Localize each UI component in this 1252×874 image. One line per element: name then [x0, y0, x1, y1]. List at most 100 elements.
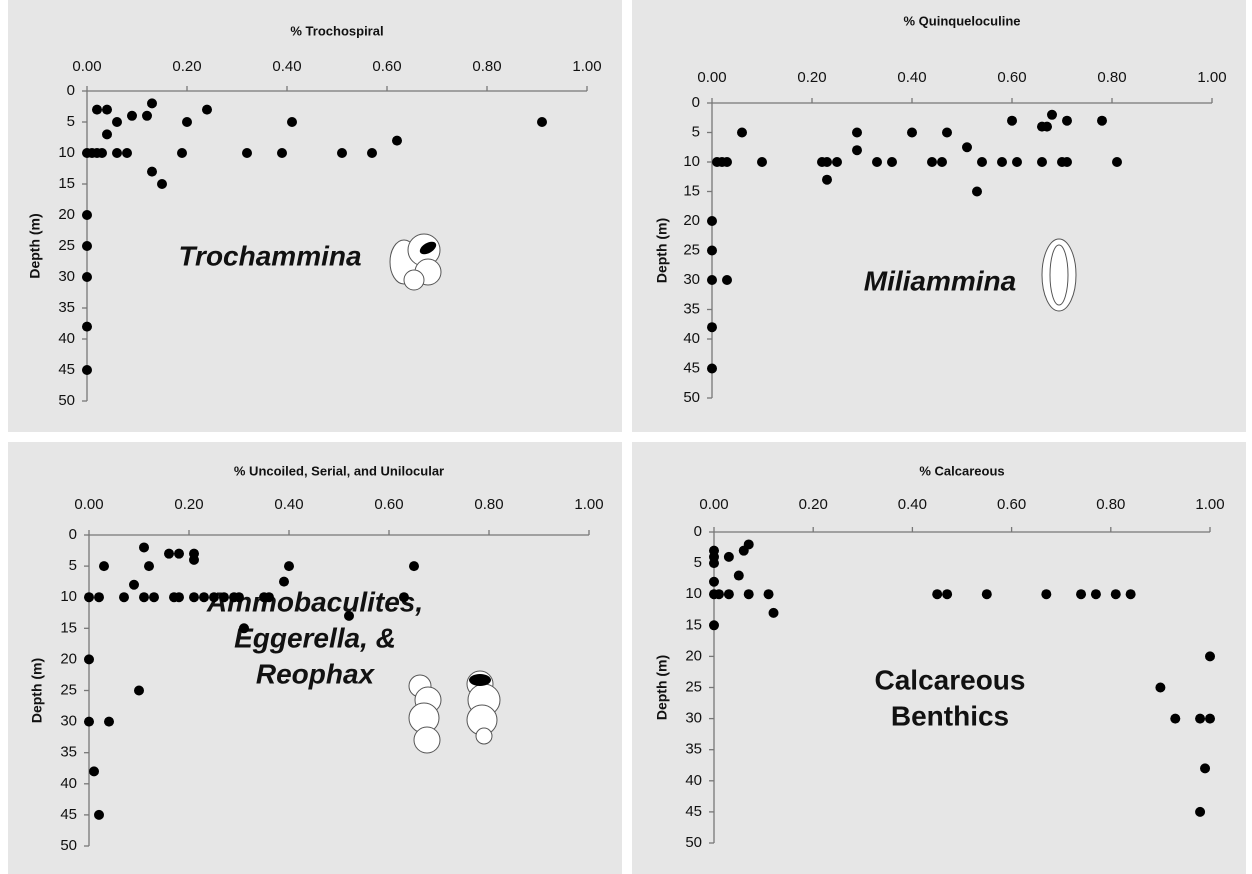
x-tick-label: 0.00: [697, 69, 726, 86]
data-point: [707, 216, 717, 226]
x-tick-label: 0.40: [897, 69, 926, 86]
x-tick-label: 0.20: [797, 69, 826, 86]
x-tick-label: 0.60: [372, 58, 401, 75]
y-tick-label: 0: [67, 82, 75, 99]
data-point: [84, 654, 94, 664]
data-point: [907, 128, 917, 138]
x-tick-label: 1.00: [572, 58, 601, 75]
chart-title: % Uncoiled, Serial, and Unilocular: [234, 463, 444, 478]
data-point: [707, 322, 717, 332]
x-tick-label: 0.60: [997, 69, 1026, 86]
data-point: [189, 555, 199, 565]
data-point: [1112, 157, 1122, 167]
data-point: [82, 272, 92, 282]
y-tick-label: 5: [69, 557, 77, 574]
y-tick-label: 40: [60, 775, 77, 792]
y-tick-label: 25: [685, 678, 702, 695]
data-point: [962, 142, 972, 152]
data-point: [1037, 157, 1047, 167]
data-point: [927, 157, 937, 167]
foram-icon: [390, 234, 441, 290]
data-point: [264, 592, 274, 602]
data-point: [744, 539, 754, 549]
data-point: [822, 157, 832, 167]
y-axis-label: Depth (m): [654, 655, 670, 720]
y-tick-label: 5: [67, 113, 75, 130]
x-tick-label: 1.00: [574, 496, 603, 513]
data-point: [1097, 116, 1107, 126]
figure: % TrochospiralDepth (m)0.000.200.400.600…: [0, 0, 1252, 874]
data-point: [769, 608, 779, 618]
data-point: [242, 148, 252, 158]
chart-title: % Calcareous: [919, 463, 1004, 478]
chart-title: % Quinqueloculine: [903, 13, 1020, 28]
y-tick-label: 50: [685, 834, 702, 851]
y-tick-label: 35: [683, 300, 700, 317]
data-point: [149, 592, 159, 602]
y-tick-label: 50: [683, 389, 700, 406]
data-point: [399, 592, 409, 602]
data-point: [1007, 116, 1017, 126]
data-point: [942, 589, 952, 599]
y-tick-label: 0: [692, 94, 700, 111]
panel-bg: [632, 0, 1246, 432]
annotation: Trochammina: [178, 240, 361, 271]
y-tick-label: 0: [69, 526, 77, 543]
data-point: [102, 105, 112, 115]
data-point: [832, 157, 842, 167]
x-tick-label: 0.20: [799, 496, 828, 513]
y-tick-label: 15: [58, 175, 75, 192]
data-point: [129, 580, 139, 590]
data-point: [82, 322, 92, 332]
data-point: [284, 561, 294, 571]
data-point: [1076, 589, 1086, 599]
data-point: [367, 148, 377, 158]
data-point: [239, 623, 249, 633]
annotation: Benthics: [891, 700, 1009, 731]
data-point: [94, 810, 104, 820]
y-tick-label: 45: [60, 806, 77, 823]
y-tick-label: 10: [58, 144, 75, 161]
data-point: [1041, 589, 1051, 599]
x-tick-label: 0.20: [172, 58, 201, 75]
data-point: [144, 561, 154, 571]
x-tick-label: 1.00: [1195, 496, 1224, 513]
data-point: [99, 561, 109, 571]
y-tick-label: 10: [683, 153, 700, 170]
data-point: [1062, 116, 1072, 126]
y-tick-label: 40: [683, 330, 700, 347]
y-tick-label: 5: [692, 123, 700, 140]
y-axis-label: Depth (m): [29, 658, 45, 723]
y-tick-label: 40: [58, 330, 75, 347]
y-tick-label: 30: [58, 268, 75, 285]
data-point: [84, 717, 94, 727]
data-point: [202, 105, 212, 115]
y-tick-label: 20: [683, 212, 700, 229]
data-point: [287, 117, 297, 127]
data-point: [97, 148, 107, 158]
data-point: [932, 589, 942, 599]
data-point: [234, 592, 244, 602]
data-point: [997, 157, 1007, 167]
annotation: Miliammina: [864, 265, 1016, 296]
data-point: [887, 157, 897, 167]
data-point: [982, 589, 992, 599]
data-point: [1170, 714, 1180, 724]
data-point: [709, 558, 719, 568]
x-tick-label: 0.80: [1097, 69, 1126, 86]
data-point: [174, 592, 184, 602]
data-point: [82, 365, 92, 375]
data-point: [277, 148, 287, 158]
data-point: [872, 157, 882, 167]
data-point: [737, 128, 747, 138]
data-point: [189, 592, 199, 602]
data-point: [344, 611, 354, 621]
data-point: [1205, 714, 1215, 724]
x-tick-label: 0.80: [472, 58, 501, 75]
data-point: [977, 157, 987, 167]
y-tick-label: 30: [60, 713, 77, 730]
data-point: [164, 549, 174, 559]
data-point: [722, 157, 732, 167]
data-point: [724, 552, 734, 562]
data-point: [852, 145, 862, 155]
